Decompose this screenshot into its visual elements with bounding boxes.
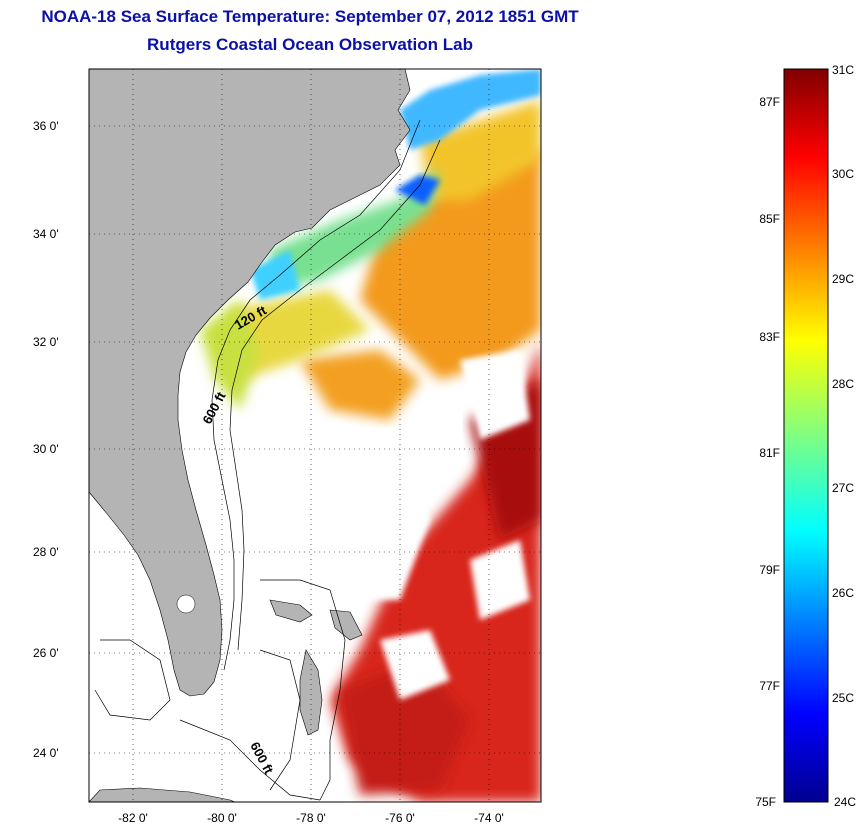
lat-tick-label: 24 0' [33,746,59,760]
colorbar-label-c: 27C [832,481,854,495]
colorbar-label-c: 31C [832,63,854,77]
lat-tick-label: 28 0' [33,545,59,559]
lat-tick-label: 30 0' [33,442,59,456]
lat-tick-labels: 36 0' 34 0' 32 0' 30 0' 28 0' 26 0' 24 0… [33,119,59,760]
lon-tick-label: -78 0' [296,811,326,825]
lon-tick-label: -82 0' [118,811,148,825]
colorbar-label-f: 83F [759,330,780,344]
bathymetry-contours [94,119,441,801]
colorbar-label-c: 24C [834,795,856,809]
colorbar-label-c: 30C [832,167,854,181]
colorbar-label-c: 26C [832,586,854,600]
colorbar-label-c: 28C [832,377,854,391]
land-cuba [89,787,236,802]
colorbar-label-f: 75F [755,795,776,809]
map-frame [88,68,542,803]
colorbar-label-f: 87F [759,95,780,109]
lat-tick-label: 26 0' [33,646,59,660]
colorbar-label-f: 79F [759,563,780,577]
colorbar-label-f: 85F [759,212,780,226]
colorbar-label-c: 25C [832,691,854,705]
lat-tick-label: 32 0' [33,335,59,349]
lake-okeechobee [176,594,196,614]
lon-tick-label: -80 0' [207,811,237,825]
lon-tick-label: -76 0' [385,811,415,825]
sst-field [200,69,541,802]
lon-tick-label: -74 0' [474,811,504,825]
colorbar [783,68,829,803]
map-subtitle: Rutgers Coastal Ocean Observation Lab [147,35,473,54]
lat-tick-label: 36 0' [33,119,59,133]
map-grid [89,69,541,802]
lat-tick-label: 34 0' [33,227,59,241]
map-title: NOAA-18 Sea Surface Temperature: Septemb… [41,7,579,26]
colorbar-celsius-labels: 31C 30C 29C 28C 27C 26C 25C 24C [832,63,856,809]
land-bahamas-2 [269,599,313,623]
colorbar-label-f: 81F [759,446,780,460]
land-bahamas-1 [299,649,323,736]
colorbar-label-c: 29C [832,272,854,286]
colorbar-label-f: 77F [759,679,780,693]
colorbar-fahrenheit-labels: 87F 85F 83F 81F 79F 77F 75F [755,95,780,809]
lon-tick-labels: -82 0' -80 0' -78 0' -76 0' -74 0' [118,811,504,825]
land-mainland [89,69,411,697]
